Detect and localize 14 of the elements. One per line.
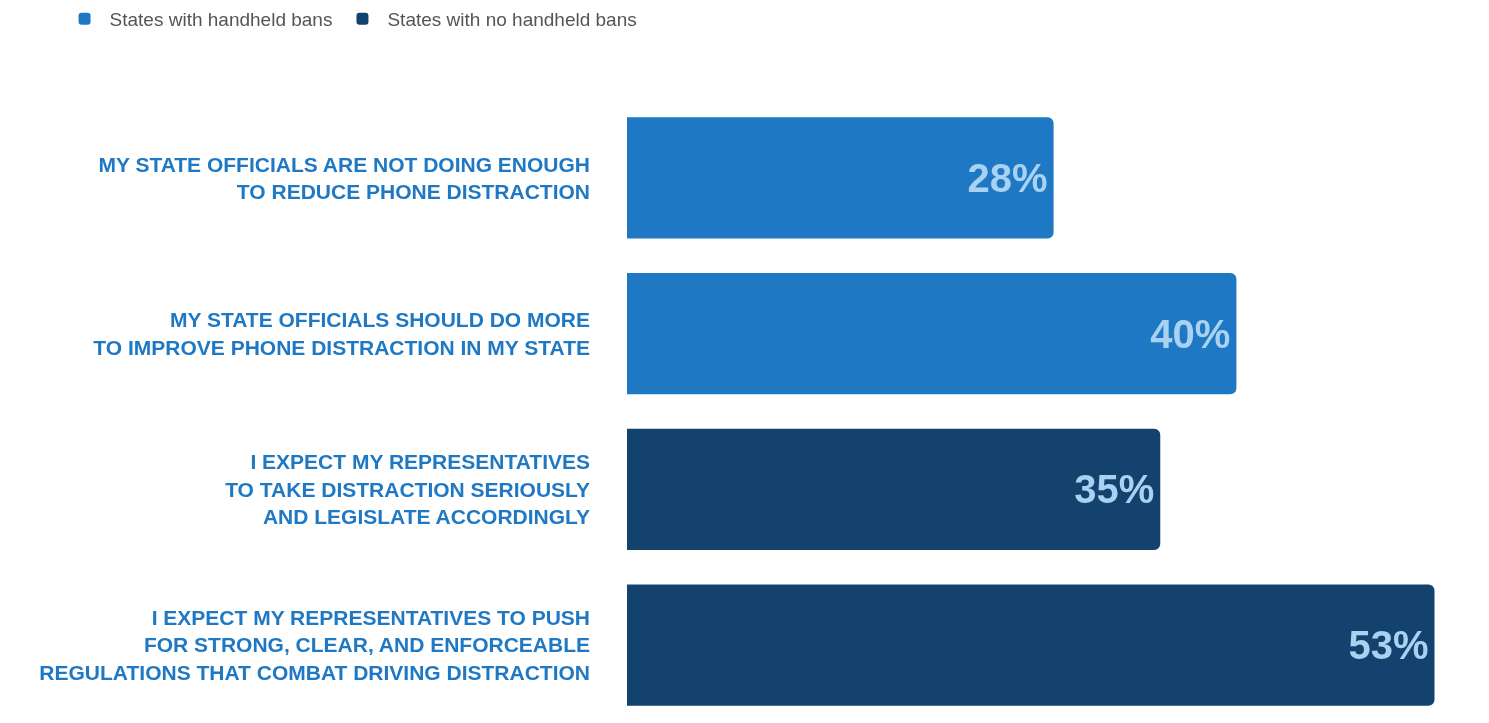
y-tick-label: I EXPECT MY REPRESENTATIVES TO PUSH FOR STRONG, CLEAR, AND ENFORCEABLE REGULATIONS THAT COMBAT DRIVING DISTRACTION xyxy=(39,606,590,684)
bar xyxy=(627,428,1161,551)
bar xyxy=(627,272,1237,395)
data-label: 40% xyxy=(1150,311,1231,356)
y-tick-label: I EXPECT MY REPRESENTATIVES TO TAKE DISTRACTION SERIOUSLY AND LEGISLATE ACCORDINGLY xyxy=(225,450,590,529)
data-label: 35% xyxy=(1074,467,1155,512)
bar xyxy=(627,584,1435,706)
bar xyxy=(627,117,1054,239)
data-label: 28% xyxy=(967,155,1048,200)
legend-label: States with handheld bans xyxy=(109,9,333,31)
data-label: 53% xyxy=(1348,623,1429,668)
legend-label: States with no handheld bans xyxy=(387,9,637,31)
y-tick-label: MY STATE OFFICIALS ARE NOT DOING ENOUGH TO REDUCE PHONE DISTRACTION xyxy=(98,152,590,203)
y-tick-label: MY STATE OFFICIALS SHOULD DO MORE TO IMPROVE PHONE DISTRACTION IN MY STATE xyxy=(93,308,590,359)
